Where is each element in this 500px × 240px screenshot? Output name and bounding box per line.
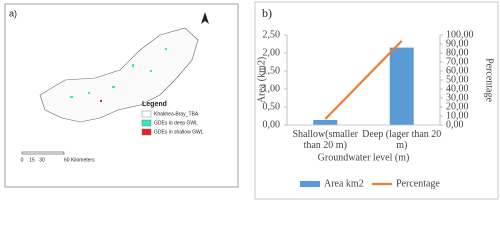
y2-tick-label: 100,00 — [446, 29, 474, 40]
y2-tick-label: 90,00 — [446, 38, 469, 49]
gde-dots — [70, 48, 167, 98]
legend-swatch — [141, 128, 152, 136]
x-tick-label: Deep (lager than 20 m) — [362, 129, 442, 151]
y2-tick-label: 70,00 — [446, 56, 469, 67]
bar — [389, 47, 414, 125]
legend-label: Khakhea-Bray_TBA — [154, 111, 199, 117]
y-tick-label: 0,50 — [263, 101, 281, 112]
panel-label: b) — [262, 6, 272, 20]
y2-tick-label: 30,00 — [446, 92, 469, 103]
y-tick-label: 2,00 — [263, 47, 281, 58]
legend-label: GDEs in shallow GWL — [154, 129, 204, 135]
y-tick-label: 1,00 — [263, 83, 281, 94]
x-axis-title: Groundwater level (m) — [318, 152, 410, 163]
bar — [313, 119, 338, 125]
scale-bar — [21, 151, 65, 155]
legend-title: Legend — [142, 101, 167, 108]
scale-label: 15 — [29, 157, 35, 163]
scale-label: 0 — [21, 157, 24, 163]
y-tick-label: 2,50 — [263, 29, 281, 40]
scale-label: 30 — [39, 157, 45, 163]
figure: a) b) Legend Khakhea-Bray_TBA GDEs in deep… — [4, 1, 499, 200]
map-region — [39, 27, 199, 123]
y2-tick-label: 40,00 — [446, 83, 469, 94]
chart-frame — [254, 1, 499, 200]
y2-tick-label: 60,00 — [446, 65, 469, 76]
north-arrow — [201, 12, 209, 24]
gde-dot — [100, 100, 102, 102]
x-tick-label: Shallow(smaller than 20 m) — [292, 129, 359, 151]
page: a) b) Legend Khakhea-Bray_TBA GDEs in deep… — [4, 1, 499, 200]
legend-swatch — [300, 181, 320, 187]
y2-axis-title: Percentage — [484, 58, 495, 102]
legend-swatch — [141, 119, 152, 127]
legend-label: Percentage — [396, 178, 440, 189]
y-tick-label: 1,50 — [263, 65, 281, 76]
y2-tick-label: 80,00 — [446, 47, 469, 58]
y2-tick-label: 50,00 — [446, 74, 469, 85]
y-axis-title: Area (km2) — [256, 57, 267, 103]
y2-tick-label: 10,00 — [446, 110, 469, 121]
panel-label: a) — [9, 8, 17, 18]
legend-label: GDEs in deep GWL — [154, 120, 198, 126]
legend-swatch — [141, 110, 152, 118]
line — [324, 40, 403, 120]
y-tick-label: 0,00 — [263, 119, 281, 130]
y2-tick-label: 0,00 — [446, 119, 464, 130]
y2-tick-label: 20,00 — [446, 101, 469, 112]
legend-label: Area km2 — [324, 178, 364, 189]
scale-label: 60 Kilometers — [64, 157, 95, 163]
